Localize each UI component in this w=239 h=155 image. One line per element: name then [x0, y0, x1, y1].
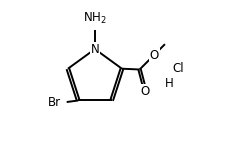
Text: O: O — [150, 49, 159, 62]
Text: N: N — [91, 43, 99, 56]
Text: NH$_2$: NH$_2$ — [83, 11, 107, 26]
Text: O: O — [140, 85, 150, 98]
Text: Cl: Cl — [173, 62, 185, 75]
Text: Br: Br — [47, 95, 60, 108]
Text: H: H — [165, 77, 174, 90]
